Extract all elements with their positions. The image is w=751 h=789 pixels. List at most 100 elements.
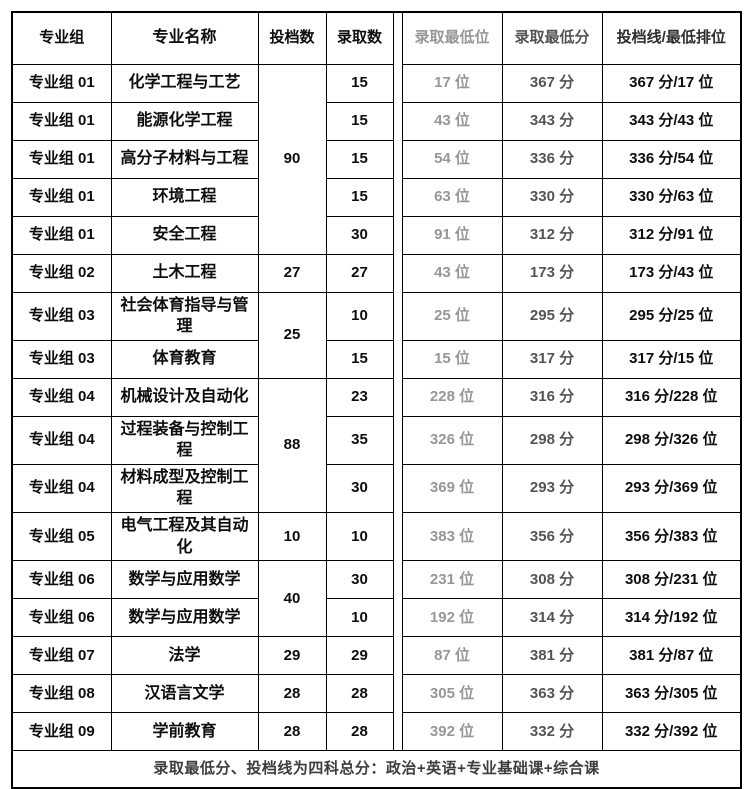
cell-score: 293 分 <box>501 463 603 514</box>
header-spacer <box>392 12 403 64</box>
cell-major: 化学工程与工艺 <box>110 63 259 103</box>
cell-score: 314 分 <box>501 598 603 638</box>
cell-group: 专业组 01 <box>11 101 112 141</box>
cell-group: 专业组 01 <box>11 139 112 179</box>
cell-group: 专业组 01 <box>11 63 112 103</box>
cell-group: 专业组 09 <box>11 712 112 752</box>
table-body: 专业组 01 化学工程与工艺 90 15 17 位 367 分 367 分/17 位专业组 … <box>11 63 742 752</box>
row-spacer <box>392 636 403 675</box>
cell-major: 体育教育 <box>110 339 259 379</box>
header-cell-group: 专业组 <box>11 11 112 65</box>
cell-major: 法学 <box>110 636 259 676</box>
table-row: 专业组 02 土木工程 27 27 43 位 173 分 173 分/43 位 <box>11 253 742 293</box>
header-cell-rank: 录取最低位 <box>401 11 503 65</box>
cell-line: 336 分/54 位 <box>601 139 742 179</box>
table-row: 专业组 06 数学与应用数学 40 30 231 位 308 分 308 分/231 位 <box>11 560 742 638</box>
cell-luqu: 30 <box>325 560 394 600</box>
cell-luqu: 35 <box>325 415 394 465</box>
cell-score: 367 分 <box>501 63 603 103</box>
cell-toudang: 27 <box>257 253 327 293</box>
cell-toudang: 40 <box>257 560 327 638</box>
cell-rank: 43 位 <box>401 253 503 293</box>
header-cell-line: 投档线/最低排位 <box>601 11 742 65</box>
cell-line: 356 分/383 位 <box>601 512 742 562</box>
header-cell-major: 专业名称 <box>110 11 259 65</box>
cell-group: 专业组 05 <box>11 512 112 562</box>
cell-group: 专业组 04 <box>11 377 112 417</box>
table-row: 专业组 09 学前教育 28 28 392 位 332 分 332 分/392 位 <box>11 712 742 752</box>
cell-score: 317 分 <box>501 339 603 379</box>
cell-luqu: 10 <box>325 598 394 638</box>
table-row: 专业组 08 汉语言文学 28 28 305 位 363 分 363 分/305 位 <box>11 674 742 714</box>
table-row: 专业组 04 机械设计及自动化 88 23 228 位 316 分 316 分/228 位 <box>11 377 742 514</box>
row-spacer <box>392 598 403 637</box>
cell-major: 数学与应用数学 <box>110 560 259 600</box>
cell-major: 能源化学工程 <box>110 101 259 141</box>
cell-line: 317 分/15 位 <box>601 339 742 379</box>
cell-rank: 17 位 <box>401 63 503 103</box>
cell-line: 332 分/392 位 <box>601 712 742 752</box>
row-spacer <box>392 416 403 465</box>
cell-luqu: 23 <box>325 377 394 417</box>
table-footnote: 录取最低分、投档线为四科总分：政治+英语+专业基础课+综合课 <box>11 750 742 789</box>
cell-score: 308 分 <box>501 560 603 600</box>
cell-group: 专业组 04 <box>11 415 112 465</box>
cell-group: 专业组 01 <box>11 215 112 255</box>
cell-group: 专业组 02 <box>11 253 112 293</box>
cell-line: 314 分/192 位 <box>601 598 742 638</box>
table-row: 专业组 06 数学与应用数学 10 192 位 314 分 314 分/192 位 <box>11 598 742 638</box>
footnote-row: 录取最低分、投档线为四科总分：政治+英语+专业基础课+综合课 <box>11 750 742 789</box>
cell-major: 学前教育 <box>110 712 259 752</box>
table-header: 专业组 专业名称 投档数 录取数 录取最低位 录取最低分 投档线/最低排位 <box>11 11 742 65</box>
cell-line: 316 分/228 位 <box>601 377 742 417</box>
table-row: 专业组 04 过程装备与控制工程 35 326 位 298 分 298 分/326 位 <box>11 415 742 465</box>
cell-luqu: 15 <box>325 339 394 379</box>
cell-major: 电气工程及其自动化 <box>110 512 259 562</box>
cell-major: 材料成型及控制工程 <box>110 463 259 514</box>
cell-luqu: 15 <box>325 63 394 103</box>
cell-toudang: 29 <box>257 636 327 676</box>
cell-score: 295 分 <box>501 291 603 341</box>
cell-score: 316 分 <box>501 377 603 417</box>
cell-rank: 228 位 <box>401 377 503 417</box>
cell-line: 367 分/17 位 <box>601 63 742 103</box>
cell-rank: 231 位 <box>401 560 503 600</box>
cell-luqu: 10 <box>325 512 394 562</box>
cell-luqu: 29 <box>325 636 394 676</box>
row-spacer <box>392 378 403 417</box>
table-row: 专业组 01 安全工程 30 91 位 312 分 312 分/91 位 <box>11 215 742 255</box>
row-spacer <box>392 464 403 513</box>
cell-score: 356 分 <box>501 512 603 562</box>
row-spacer <box>392 712 403 751</box>
header-row: 专业组 专业名称 投档数 录取数 录取最低位 录取最低分 投档线/最低排位 <box>11 11 742 65</box>
cell-rank: 43 位 <box>401 101 503 141</box>
row-spacer <box>392 216 403 254</box>
cell-score: 336 分 <box>501 139 603 179</box>
cell-line: 295 分/25 位 <box>601 291 742 341</box>
cell-luqu: 15 <box>325 101 394 141</box>
row-spacer <box>392 102 403 140</box>
cell-toudang: 28 <box>257 674 327 714</box>
cell-toudang: 88 <box>257 377 327 514</box>
cell-score: 312 分 <box>501 215 603 255</box>
cell-line: 298 分/326 位 <box>601 415 742 465</box>
cell-rank: 305 位 <box>401 674 503 714</box>
cell-rank: 25 位 <box>401 291 503 341</box>
header-cell-luqu: 录取数 <box>325 11 394 65</box>
cell-group: 专业组 03 <box>11 339 112 379</box>
cell-score: 298 分 <box>501 415 603 465</box>
admissions-results-table: 专业组 专业名称 投档数 录取数 录取最低位 录取最低分 投档线/最低排位 专业组 01 化学… <box>11 11 742 789</box>
cell-group: 专业组 01 <box>11 177 112 217</box>
table-row: 专业组 01 化学工程与工艺 90 15 17 位 367 分 367 分/17 位 <box>11 63 742 255</box>
cell-major: 过程装备与控制工程 <box>110 415 259 465</box>
cell-rank: 383 位 <box>401 512 503 562</box>
cell-group: 专业组 08 <box>11 674 112 714</box>
row-spacer <box>392 512 403 561</box>
cell-rank: 192 位 <box>401 598 503 638</box>
cell-score: 363 分 <box>501 674 603 714</box>
cell-group: 专业组 06 <box>11 560 112 600</box>
cell-major: 社会体育指导与管理 <box>110 291 259 341</box>
row-spacer <box>392 64 403 102</box>
cell-line: 173 分/43 位 <box>601 253 742 293</box>
